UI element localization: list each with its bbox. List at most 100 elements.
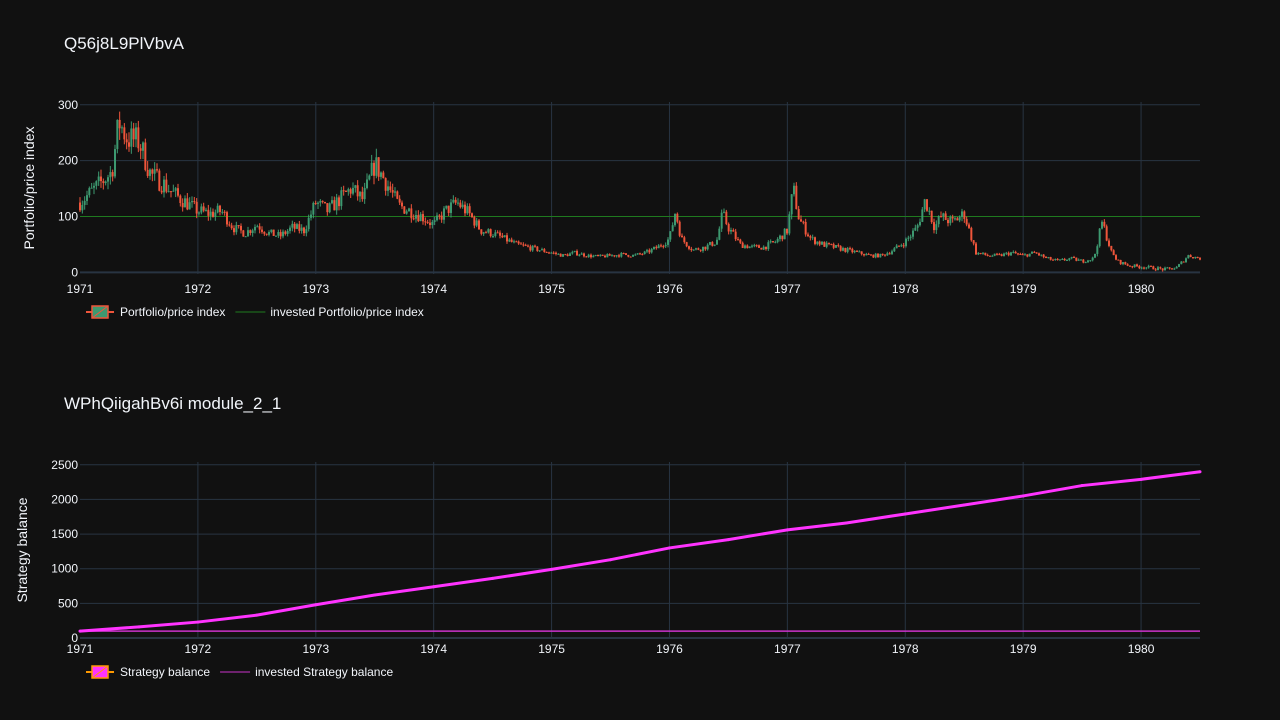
candle-body — [723, 211, 725, 213]
candle — [893, 246, 896, 252]
candle-body — [786, 228, 788, 234]
candle-body — [1021, 254, 1024, 256]
candle-body — [774, 241, 777, 243]
candle — [986, 253, 989, 257]
candle-body — [923, 199, 926, 210]
candle-body — [968, 224, 970, 228]
candle — [860, 251, 863, 256]
candle-body — [1007, 252, 1010, 256]
candle — [200, 203, 203, 215]
candle — [291, 220, 294, 232]
candle-body — [849, 248, 851, 250]
candle — [1068, 257, 1071, 262]
candle-body — [146, 169, 149, 176]
candle — [538, 250, 541, 253]
candle — [678, 220, 681, 238]
candle — [272, 229, 275, 237]
x-tick-label: 1976 — [656, 282, 683, 296]
candle-body — [641, 253, 644, 255]
candle-body — [475, 220, 478, 226]
candle-body — [81, 204, 84, 211]
candle — [447, 205, 450, 217]
candle — [1049, 256, 1052, 261]
candle-body — [520, 243, 522, 245]
candle-body — [412, 218, 415, 220]
candle-body — [956, 218, 959, 221]
candle — [293, 222, 296, 233]
candle — [405, 209, 408, 215]
candle — [475, 217, 478, 228]
candle — [1115, 254, 1117, 261]
candle-body — [359, 191, 361, 197]
candle — [823, 241, 826, 247]
candle-body — [419, 214, 422, 222]
candle-body — [389, 186, 392, 190]
candle-body — [1178, 264, 1180, 267]
candle-body — [629, 256, 632, 258]
candle-body — [578, 254, 581, 256]
x-tick-label: 1975 — [538, 282, 565, 296]
candle — [1189, 254, 1192, 258]
candle — [142, 141, 144, 160]
candle-body — [998, 254, 1001, 256]
candle — [202, 202, 205, 213]
candle-body — [837, 245, 840, 247]
candle-body — [223, 211, 226, 213]
candle — [877, 253, 879, 258]
candle-body — [1119, 260, 1122, 265]
candle — [263, 231, 266, 236]
candle-body — [1056, 258, 1059, 260]
candle — [725, 209, 728, 226]
candle-body — [361, 191, 364, 200]
candle — [1082, 259, 1085, 264]
candle — [762, 245, 765, 250]
candle — [167, 184, 170, 193]
candle — [772, 240, 774, 243]
candle-body — [1010, 252, 1012, 256]
candle — [1140, 266, 1143, 270]
candle — [1059, 259, 1061, 261]
candle — [564, 253, 567, 256]
candle — [508, 238, 511, 243]
candle — [543, 248, 546, 253]
candle — [1101, 220, 1103, 230]
candle — [522, 242, 525, 247]
candle — [494, 229, 497, 238]
candle — [930, 210, 933, 224]
candle-body — [1047, 257, 1050, 259]
candle — [163, 176, 165, 198]
candle-body — [499, 232, 501, 236]
candle — [121, 125, 123, 134]
candle — [300, 224, 303, 234]
candle-body — [625, 253, 627, 255]
candle-body — [832, 244, 835, 248]
candle — [1089, 260, 1092, 262]
candle-body — [375, 157, 378, 176]
candle — [846, 246, 849, 254]
candle — [1033, 250, 1036, 253]
candle — [317, 201, 319, 209]
candle-body — [128, 142, 130, 147]
candle — [641, 253, 644, 256]
candle — [902, 242, 905, 249]
candle-body — [928, 210, 931, 212]
candle — [839, 245, 842, 252]
candle-body — [1075, 257, 1078, 261]
candle-body — [1154, 269, 1157, 271]
candle — [216, 203, 219, 214]
candle — [814, 236, 816, 246]
candle-body — [720, 212, 723, 229]
candle — [286, 228, 289, 237]
candle — [109, 165, 112, 185]
balance-point — [432, 585, 436, 589]
candle — [1145, 267, 1148, 270]
candle — [1175, 265, 1178, 269]
candle-body — [877, 253, 879, 258]
candle — [916, 223, 919, 232]
balance-point — [1080, 484, 1084, 488]
candle — [713, 244, 716, 247]
candle — [863, 253, 865, 257]
x-tick-label: 1972 — [185, 642, 212, 656]
candle-body — [118, 119, 121, 129]
candle — [963, 210, 966, 223]
